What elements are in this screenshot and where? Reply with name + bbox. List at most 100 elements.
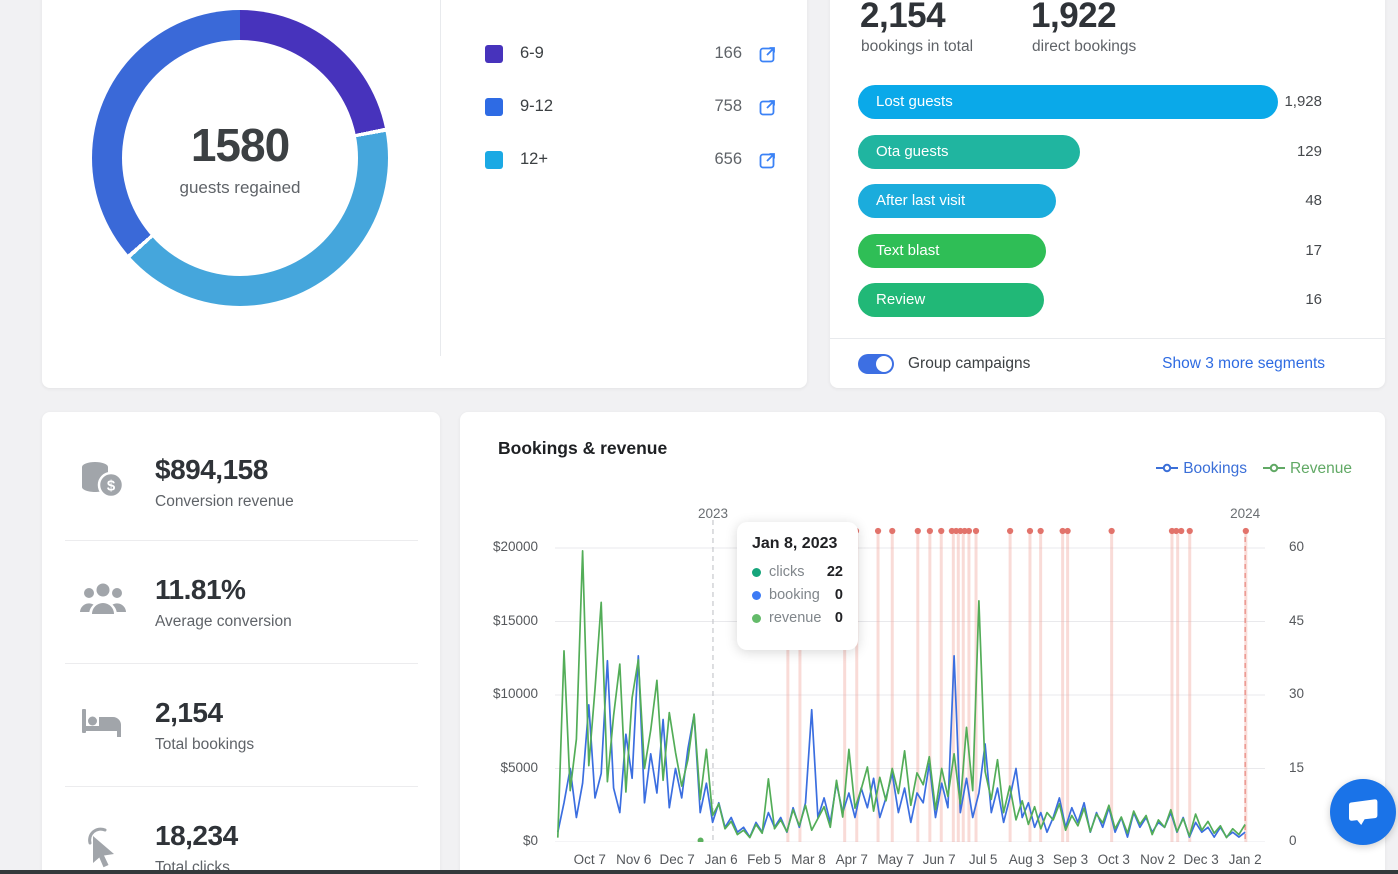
divider	[830, 338, 1385, 339]
tooltip-row-revenue: revenue 0	[752, 610, 843, 626]
coins-icon: $	[78, 458, 142, 507]
months-legend-row: 12+ 656	[485, 146, 777, 173]
segment-bar-row: Text blast 17	[858, 234, 1325, 268]
y-right-tick-label: 15	[1289, 759, 1305, 775]
legend-swatch	[485, 150, 503, 169]
tooltip-row-clicks: clicks 22	[752, 564, 843, 580]
external-link-icon[interactable]	[759, 98, 777, 116]
legend-swatch	[485, 97, 503, 116]
group-campaigns-toggle[interactable]	[858, 354, 894, 374]
svg-text:$: $	[107, 477, 116, 494]
card-divider	[440, 0, 441, 356]
y-left-tick-label: $10000	[492, 686, 538, 701]
bookings-total-label: bookings in total	[861, 38, 974, 55]
external-link-icon[interactable]	[759, 151, 777, 169]
window-bottom-edge	[0, 870, 1398, 874]
months-legend-row: 9-12 758	[485, 93, 777, 120]
x-tick-label: Mar 8	[791, 852, 826, 867]
tooltip-series-value: 22	[826, 564, 843, 580]
year-label-2024: 2024	[1230, 506, 1261, 521]
legend-label: 12+	[520, 150, 548, 168]
segment-bar-text-blast[interactable]: Text blast	[858, 234, 1046, 268]
segment-bar-ota-guests[interactable]: Ota guests	[858, 135, 1080, 169]
tooltip-series-label: revenue	[769, 610, 822, 626]
x-tick-label: Nov 6	[616, 852, 652, 867]
y-right-tick-label: 60	[1289, 539, 1305, 554]
x-tick-label: Jan 6	[704, 852, 738, 867]
segment-bar-value: 16	[1305, 291, 1322, 308]
stat-row-total-bookings: 2,154 Total bookings	[65, 663, 418, 786]
x-tick-label: Oct 7	[573, 852, 606, 867]
tooltip-series-value: 0	[834, 610, 843, 626]
x-tick-label: Oct 3	[1097, 852, 1130, 867]
line-series-icon	[1262, 460, 1285, 478]
segment-bar-row: Lost guests 1,928	[858, 85, 1325, 119]
segments-card: 2,154 bookings in total 1,922 direct boo…	[830, 0, 1385, 388]
y-right-tick-label: 30	[1289, 686, 1305, 701]
series-dot	[752, 613, 761, 623]
guests-regained-label: guests regained	[179, 178, 301, 197]
x-tick-label: Dec 7	[659, 852, 695, 867]
x-tick-label: Sep 3	[1052, 852, 1089, 867]
y-left-tick-label: $20000	[492, 539, 538, 554]
tooltip-date: Jan 8, 2023	[752, 535, 838, 552]
cursor-click-icon	[78, 823, 142, 874]
x-tick-label: Apr 7	[835, 852, 868, 867]
x-tick-label: Nov 2	[1140, 852, 1176, 867]
segment-bar-row: Review 16	[858, 283, 1325, 317]
people-icon	[78, 580, 142, 625]
show-more-segments-link[interactable]: Show 3 more segments	[1162, 355, 1325, 372]
stat-row-conversion-revenue: $ $894,158 Conversion revenue	[42, 412, 440, 540]
bookings-total-value: 2,154	[860, 0, 946, 35]
legend-swatch	[485, 44, 503, 63]
chart-legend-label: Revenue	[1289, 460, 1352, 477]
bookings-revenue-card: Bookings & revenue Bookings Revenue $2000…	[460, 412, 1385, 874]
x-tick-label: Jun 7	[922, 852, 956, 867]
stat-label: Total bookings	[155, 735, 255, 753]
kpi-stats-card: $ $894,158 Conversion revenue 11.81% Average…	[42, 412, 440, 874]
tooltip-row-booking: booking 0	[752, 587, 843, 603]
segment-bar-value: 48	[1305, 192, 1322, 209]
stat-value: $894,158	[155, 453, 268, 485]
stat-label: Conversion revenue	[155, 492, 294, 510]
chart-legend-item-bookings[interactable]: Bookings	[1156, 460, 1247, 478]
chart-legend-item-revenue[interactable]: Revenue	[1262, 460, 1352, 478]
chart-plot-area	[555, 520, 1265, 844]
segment-bar-row: After last visit 48	[858, 184, 1325, 218]
segment-bar-value: 17	[1305, 242, 1322, 259]
year-label-2023: 2023	[697, 506, 728, 521]
y-right-tick-label: 45	[1289, 612, 1305, 628]
segment-bar-value: 129	[1296, 143, 1322, 160]
x-tick-label: Aug 3	[1008, 852, 1045, 867]
y-left-tick-label: $0	[522, 833, 538, 848]
chat-bubble-icon	[1349, 799, 1378, 825]
stat-value: 2,154	[155, 696, 223, 728]
stat-row-total-clicks: 18,234 Total clicks	[65, 786, 418, 874]
legend-label: 9-12	[520, 97, 554, 115]
x-tick-label: Feb 5	[747, 852, 782, 867]
chart-legend: Bookings Revenue	[1156, 460, 1352, 478]
tooltip-series-label: clicks	[769, 564, 805, 580]
x-tick-label: May 7	[877, 852, 915, 867]
x-tick-label: Jan 2	[1228, 852, 1262, 867]
y-right-tick-label: 0	[1289, 833, 1297, 848]
segment-bar-row: Ota guests 129	[858, 135, 1325, 169]
stat-value: 11.81%	[155, 573, 246, 605]
segment-bar-after-last-visit[interactable]: After last visit	[858, 184, 1056, 218]
tooltip-series-label: booking	[769, 587, 820, 603]
line-series-icon	[1156, 460, 1179, 478]
tooltip-series-value: 0	[834, 587, 843, 603]
guests-regained-donut-chart: 1580 guests regained	[92, 10, 388, 306]
y-left-tick-label: $15000	[492, 612, 538, 628]
x-tick-label: Dec 3	[1183, 852, 1219, 867]
segments-footer: Group campaigns Show 3 more segments	[858, 352, 1325, 376]
segment-bar-lost-guests[interactable]: Lost guests	[858, 85, 1278, 119]
chart-title: Bookings & revenue	[498, 438, 668, 458]
chat-launcher-button[interactable]	[1330, 779, 1396, 845]
segment-bar-review[interactable]: Review	[858, 283, 1044, 317]
stat-label: Average conversion	[155, 612, 292, 630]
external-link-icon[interactable]	[759, 45, 777, 63]
legend-value: 758	[714, 97, 742, 115]
stat-row-average-conversion: 11.81% Average conversion	[65, 540, 418, 663]
